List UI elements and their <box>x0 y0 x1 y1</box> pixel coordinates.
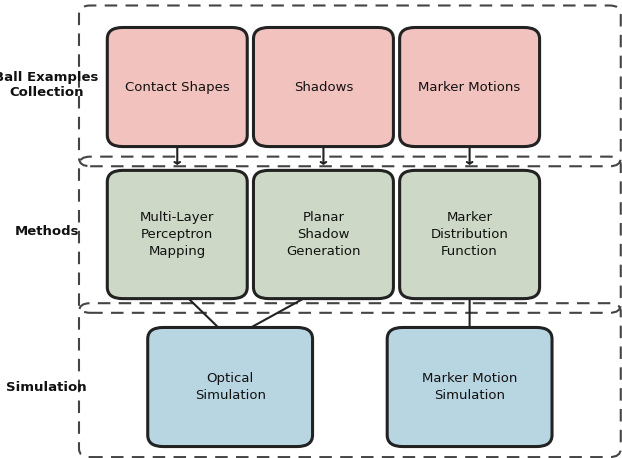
Text: Simulation: Simulation <box>6 381 87 393</box>
FancyBboxPatch shape <box>387 327 552 447</box>
FancyBboxPatch shape <box>254 170 393 299</box>
Text: Contact Shapes: Contact Shapes <box>125 81 230 93</box>
FancyBboxPatch shape <box>399 170 539 299</box>
Text: Marker
Distribution
Function: Marker Distribution Function <box>430 211 509 258</box>
FancyBboxPatch shape <box>399 27 539 147</box>
FancyBboxPatch shape <box>254 27 393 147</box>
Text: Multi-Layer
Perceptron
Mapping: Multi-Layer Perceptron Mapping <box>140 211 215 258</box>
FancyBboxPatch shape <box>107 27 247 147</box>
Text: Methods: Methods <box>14 225 79 238</box>
Text: Shadows: Shadows <box>294 81 353 93</box>
Text: Marker Motion
Simulation: Marker Motion Simulation <box>422 372 518 402</box>
FancyBboxPatch shape <box>148 327 313 447</box>
Text: Optical
Simulation: Optical Simulation <box>195 372 266 402</box>
Text: Planar
Shadow
Generation: Planar Shadow Generation <box>286 211 361 258</box>
FancyBboxPatch shape <box>107 170 247 299</box>
Text: Ball Examples
Collection: Ball Examples Collection <box>0 71 99 99</box>
Text: Marker Motions: Marker Motions <box>419 81 521 93</box>
